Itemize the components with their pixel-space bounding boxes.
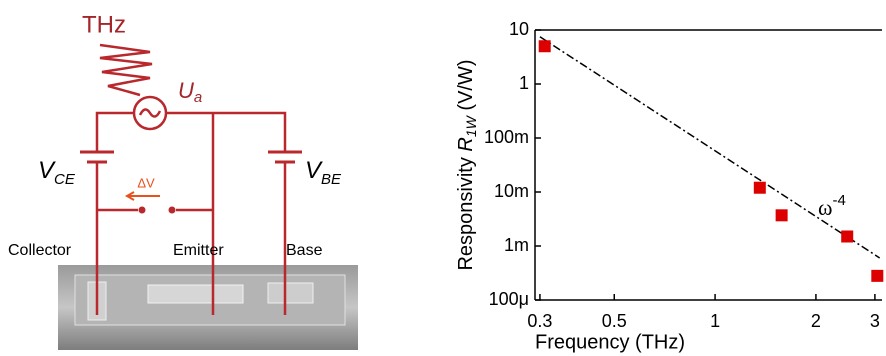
fit-line bbox=[539, 36, 881, 259]
x-tick-label: 0.5 bbox=[602, 311, 627, 331]
data-point bbox=[775, 209, 788, 222]
y-tick-label: 100μ bbox=[489, 289, 529, 309]
symbol: V bbox=[38, 157, 56, 184]
switch-contact bbox=[168, 206, 176, 214]
x-tick-label: 2 bbox=[811, 311, 821, 331]
thz-label: THz bbox=[82, 11, 126, 38]
symbol: V bbox=[305, 157, 323, 184]
device-emitter bbox=[147, 284, 244, 304]
ac-symbol bbox=[138, 108, 162, 118]
subscript: CE bbox=[54, 171, 76, 188]
circuit-diagram: ΔV THz Ua VCE VBE Collector Emitter Base bbox=[8, 11, 358, 350]
x-tick-label: 3 bbox=[870, 311, 880, 331]
symbol: U bbox=[178, 78, 194, 103]
x-tick-label: 0.3 bbox=[527, 311, 552, 331]
wires bbox=[95, 111, 287, 315]
label-part: Responsivity bbox=[455, 152, 477, 271]
chart: Frequency (THz) Responsivity R1W (V/W) ω… bbox=[455, 19, 884, 353]
y-axis-label: Responsivity R1W (V/W) bbox=[455, 59, 478, 270]
terminal-label: Collector bbox=[8, 242, 72, 259]
subscript: BE bbox=[321, 171, 342, 188]
ua-label: Ua bbox=[178, 78, 202, 106]
data-point bbox=[841, 230, 854, 243]
delta-v-label: ΔV bbox=[137, 175, 155, 190]
terminal-label: Base bbox=[286, 242, 323, 259]
x-axis-label: Frequency (THz) bbox=[535, 331, 685, 353]
label-part: R bbox=[455, 137, 477, 151]
y-tick-label: 100m bbox=[484, 127, 529, 147]
data-point bbox=[871, 269, 884, 282]
annotation: ω-4 bbox=[818, 192, 846, 220]
label-part: (V/W) bbox=[455, 59, 477, 116]
delta-v-arrow bbox=[124, 191, 160, 201]
annotation-part: ω bbox=[818, 195, 832, 220]
vbe-label: VBE bbox=[305, 157, 342, 188]
subscript: a bbox=[194, 89, 202, 106]
data-point bbox=[538, 40, 551, 53]
x-tick-label: 1 bbox=[710, 311, 720, 331]
y-tick-label: 1 bbox=[519, 73, 529, 93]
label-part: 1W bbox=[463, 114, 479, 137]
annotation-part: -4 bbox=[832, 192, 845, 209]
terminal-label: Emitter bbox=[173, 242, 224, 259]
y-tick-label: 10m bbox=[494, 181, 529, 201]
switch-contact bbox=[138, 206, 146, 214]
y-tick-label: 1m bbox=[504, 235, 529, 255]
y-tick-label: 10 bbox=[509, 19, 529, 39]
data-point bbox=[753, 181, 766, 194]
device-base bbox=[267, 282, 314, 304]
thz-wave bbox=[99, 43, 153, 97]
batteries bbox=[80, 150, 302, 164]
vce-label: VCE bbox=[38, 157, 76, 188]
